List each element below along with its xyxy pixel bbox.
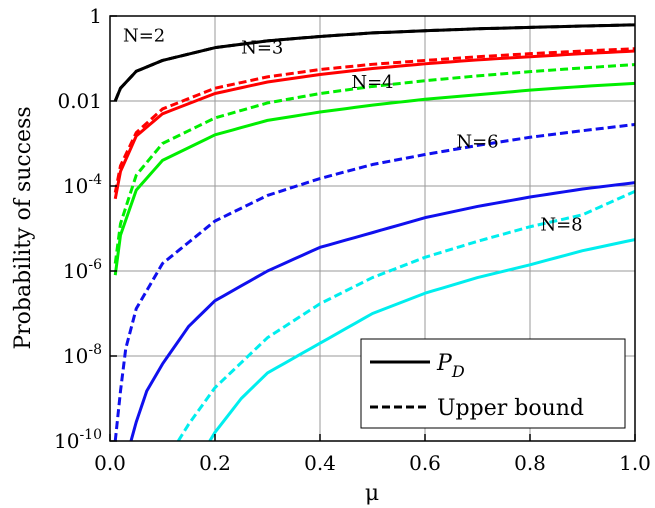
x-tick-label: 0.4 [304, 451, 336, 475]
y-tick-label: 0.01 [57, 89, 102, 113]
legend: PD Upper bound [360, 338, 626, 429]
series-n4-upper-bound [113, 63, 635, 264]
curve-label-n4: N=4 [351, 72, 393, 93]
x-tick-label: 0.2 [199, 451, 231, 475]
plot-curves [113, 23, 635, 441]
series-n6-upper-bound [113, 123, 635, 441]
y-tick-label: 10-4 [63, 172, 102, 198]
series-n8-pd [208, 238, 635, 441]
curve-label-n8: N=8 [540, 214, 582, 235]
tick-labels: 0.0 0.2 0.4 0.6 0.8 1.0 1 0.01 10-4 10-6 10-8 10-10 [54, 4, 651, 475]
series-n8-upper-bound [176, 189, 635, 441]
y-tick-label: 1 [89, 4, 102, 28]
curve-labels: N=2 N=3 N=4 N=6 N=8 [123, 25, 583, 235]
y-axis-title: Probability of success [11, 106, 36, 349]
x-axis-title: μ [365, 481, 379, 506]
series-n6-pd [129, 181, 635, 441]
curve-label-n6: N=6 [456, 132, 498, 153]
legend-label-pd: PD [436, 351, 465, 381]
curve-label-n2: N=2 [123, 25, 165, 46]
plot-frame [109, 15, 636, 442]
y-tick-label: 10-10 [54, 427, 102, 453]
series-n3-upper-bound [113, 47, 635, 193]
legend-label-upper-bound: Upper bound [437, 396, 584, 421]
y-tick-label: 10-6 [63, 257, 102, 283]
x-tick-label: 0.6 [409, 451, 441, 475]
x-tick-label: 1.0 [619, 451, 651, 475]
y-tick-label: 10-8 [63, 342, 102, 368]
x-tick-label: 0.0 [94, 451, 126, 475]
series-n4-pd [113, 81, 635, 276]
series-n2-upper-bound [113, 23, 635, 102]
legend-box [360, 338, 626, 429]
curve-label-n3: N=3 [241, 38, 283, 59]
x-tick-label: 0.8 [514, 451, 546, 475]
axis-ticks [109, 15, 636, 442]
